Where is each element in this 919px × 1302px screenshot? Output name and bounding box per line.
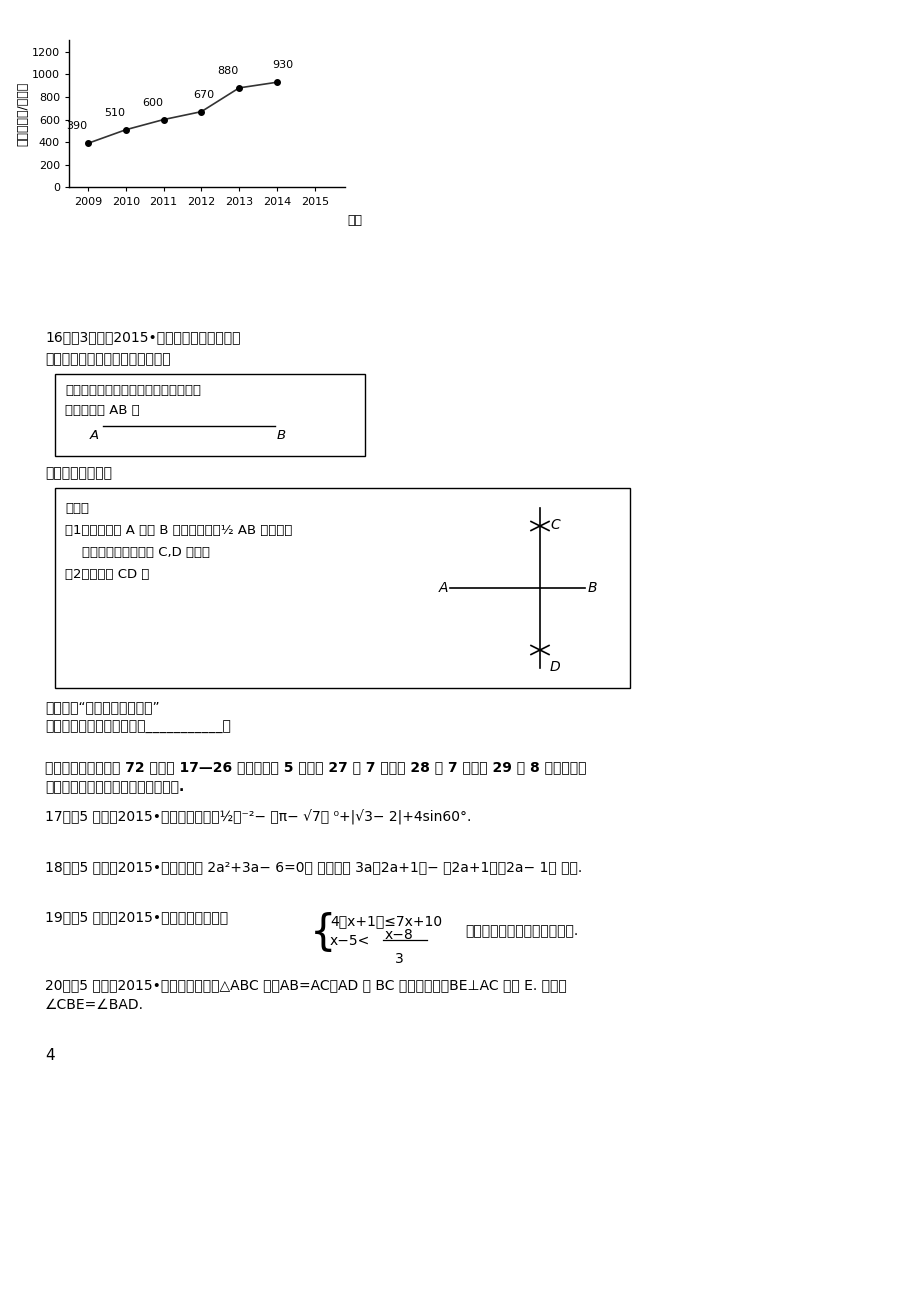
Text: 600: 600 bbox=[142, 98, 163, 108]
Text: A: A bbox=[438, 581, 448, 595]
Text: B: B bbox=[587, 581, 596, 595]
Text: {: { bbox=[310, 911, 336, 954]
Text: 年份: 年份 bbox=[347, 214, 362, 227]
Text: ∠CBE=∠BAD.: ∠CBE=∠BAD. bbox=[45, 999, 144, 1012]
Text: （1）分别以点 A 和点 B 为圆心，大于½ AB 的长为半: （1）分别以点 A 和点 B 为圆心，大于½ AB 的长为半 bbox=[65, 523, 292, 536]
Text: ，并写出它的所有非负整数解.: ，并写出它的所有非负整数解. bbox=[464, 924, 578, 937]
Text: 3: 3 bbox=[394, 952, 403, 966]
Text: （2）作直线 CD 。: （2）作直线 CD 。 bbox=[65, 568, 149, 581]
Bar bbox=[55, 374, 365, 456]
Text: 16．（3分）（2015•北京）阅读下面材料：: 16．（3分）（2015•北京）阅读下面材料： bbox=[45, 329, 240, 344]
Text: 390: 390 bbox=[66, 121, 87, 132]
Text: B: B bbox=[277, 428, 286, 441]
Text: 在数学课上，老师提出如下问题：: 在数学课上，老师提出如下问题： bbox=[45, 352, 170, 366]
Text: 880: 880 bbox=[217, 66, 238, 76]
Text: 请回答：小芸的作图依据是___________。: 请回答：小芸的作图依据是___________。 bbox=[45, 720, 231, 734]
Text: 如图，: 如图， bbox=[65, 503, 89, 516]
Text: 930: 930 bbox=[272, 60, 293, 70]
Text: A: A bbox=[90, 428, 99, 441]
Text: 4（x+1）≤7x+10: 4（x+1）≤7x+10 bbox=[330, 914, 442, 928]
Text: 小芸的作法如下：: 小芸的作法如下： bbox=[45, 466, 112, 480]
Text: 19．（5 分）（2015•北京）解不等式组: 19．（5 分）（2015•北京）解不等式组 bbox=[45, 910, 228, 924]
Text: 670: 670 bbox=[193, 90, 214, 100]
Text: 三、解答题（本题共 72 分，第 17—26 题，每小题 5 分，第 27 题 7 分，第 28 题 7 分，第 29 题 8 分）解答应: 三、解答题（本题共 72 分，第 17—26 题，每小题 5 分，第 27 题 … bbox=[45, 760, 586, 773]
Text: 20．（5 分）（2015•北京）如图，在△ABC 中，AB=AC，AD 是 BC 边上的中线，BE⊥AC 于点 E. 求证：: 20．（5 分）（2015•北京）如图，在△ABC 中，AB=AC，AD 是 B… bbox=[45, 978, 566, 992]
Text: 径作弧，两弧相交于 C,D 两点；: 径作弧，两弧相交于 C,D 两点； bbox=[65, 546, 210, 559]
Text: 510: 510 bbox=[104, 108, 125, 118]
Text: 17．（5 分）（2015•北京）计算：（½）⁻²− （π− √7） ⁰+|√3− 2|+4sin60°.: 17．（5 分）（2015•北京）计算：（½）⁻²− （π− √7） ⁰+|√3… bbox=[45, 810, 471, 825]
Y-axis label: 日均客运量/万人次: 日均客运量/万人次 bbox=[16, 82, 29, 146]
Text: 已知：线段 AB 。: 已知：线段 AB 。 bbox=[65, 404, 140, 417]
Text: x−5<: x−5< bbox=[330, 934, 369, 948]
Text: 尺规作图：作一条线段的垂直平分线。: 尺规作图：作一条线段的垂直平分线。 bbox=[65, 384, 200, 397]
Text: C: C bbox=[550, 518, 559, 533]
Text: 18．（5 分）（2015•北京）已知 2a²+3a− 6=0． 求代数式 3a（2a+1）− （2a+1）（2a− 1） 的值.: 18．（5 分）（2015•北京）已知 2a²+3a− 6=0． 求代数式 3a… bbox=[45, 861, 582, 874]
Text: D: D bbox=[550, 660, 560, 674]
Text: 老师说：“小芸的作法正确。”: 老师说：“小芸的作法正确。” bbox=[45, 700, 160, 713]
Text: 写出文字说明，演算步骤或证明过程.: 写出文字说明，演算步骤或证明过程. bbox=[45, 780, 184, 794]
Bar bbox=[55, 488, 630, 687]
Text: 4: 4 bbox=[45, 1048, 54, 1062]
Text: x−8: x−8 bbox=[384, 928, 414, 943]
